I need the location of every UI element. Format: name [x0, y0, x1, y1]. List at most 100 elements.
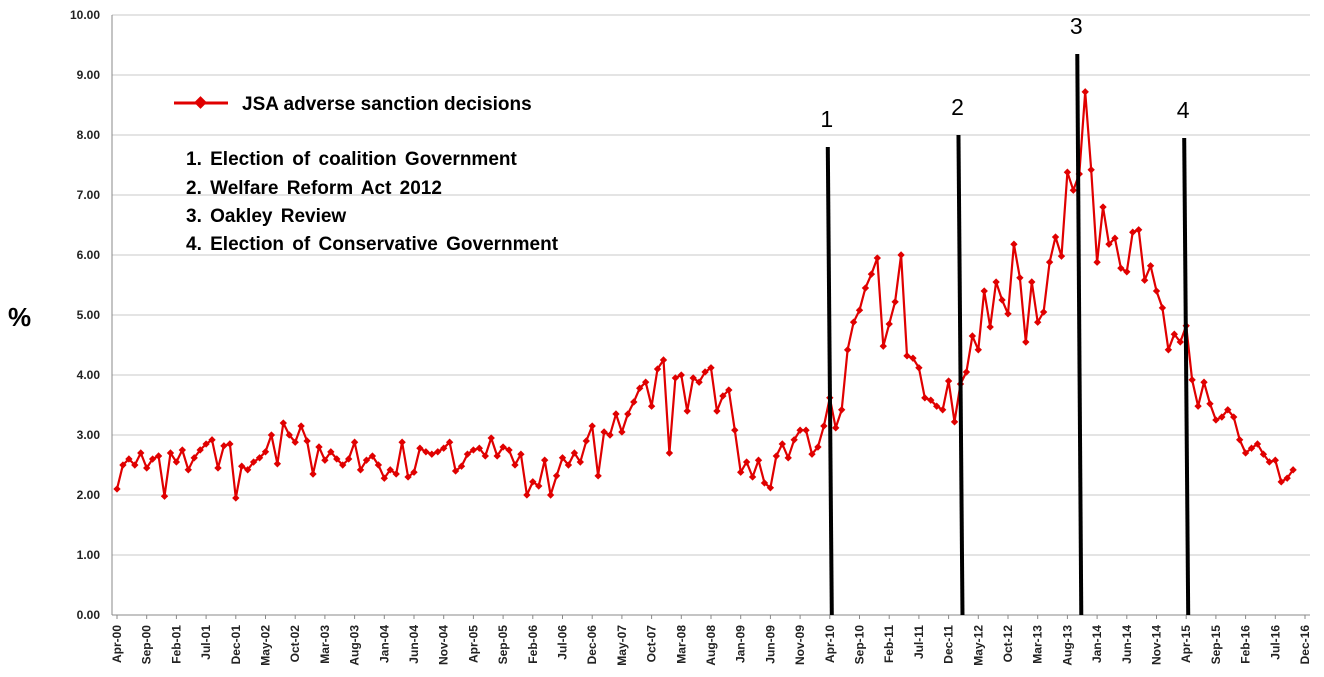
- data-point: [1140, 276, 1149, 284]
- x-tick-label: Apr-10: [823, 625, 837, 663]
- data-point: [915, 364, 923, 372]
- data-point: [1235, 436, 1244, 444]
- data-point: [303, 437, 311, 445]
- data-point: [618, 428, 626, 436]
- data-point: [986, 323, 994, 331]
- x-tick-label: Jan-09: [734, 625, 748, 663]
- data-point: [463, 450, 472, 458]
- data-point: [802, 426, 810, 434]
- data-point: [784, 454, 792, 462]
- data-point: [636, 384, 644, 392]
- data-point: [261, 448, 270, 456]
- data-point: [766, 484, 775, 492]
- data-point: [380, 474, 388, 482]
- data-point: [327, 448, 335, 456]
- data-point: [1057, 252, 1066, 260]
- vertical-event-markers: 1 2 3 4: [820, 13, 1191, 616]
- data-point: [529, 478, 537, 486]
- data-point: [748, 473, 757, 481]
- x-tick-label: Apr-15: [1179, 625, 1193, 663]
- data-point: [428, 450, 436, 458]
- data-point: [612, 410, 620, 418]
- data-point: [309, 470, 317, 478]
- data-point: [1200, 378, 1208, 386]
- legend-label: JSA adverse sanction decisions: [242, 94, 532, 115]
- data-point: [1028, 278, 1036, 286]
- y-axis-label: %: [8, 302, 31, 332]
- data-point: [541, 456, 549, 464]
- data-point: [1164, 346, 1173, 354]
- data-point: [143, 464, 151, 472]
- data-point: [374, 461, 383, 469]
- data-point: [647, 402, 656, 410]
- data-point: [1051, 233, 1060, 241]
- data-point: [903, 352, 911, 360]
- data-point: [564, 461, 573, 469]
- data-point: [820, 422, 828, 430]
- data-point: [814, 443, 822, 451]
- x-tick-label: Dec-01: [229, 625, 243, 665]
- data-point: [1188, 376, 1196, 384]
- data-point: [546, 491, 555, 499]
- data-point: [487, 434, 495, 442]
- x-tick-label: Feb-16: [1239, 625, 1253, 664]
- x-tick-label: Dec-11: [942, 625, 956, 664]
- x-tick-label: Jun-09: [763, 625, 777, 664]
- data-point: [992, 278, 1000, 286]
- data-point: [398, 438, 406, 446]
- data-point: [843, 346, 852, 354]
- data-point: [113, 485, 121, 493]
- data-point: [689, 374, 697, 382]
- data-point: [695, 378, 703, 386]
- data-point: [1212, 416, 1220, 424]
- data-point: [998, 296, 1006, 304]
- x-tick-label: Sep-05: [496, 625, 510, 665]
- annotation-3: 3. Oakley Review: [186, 206, 346, 227]
- data-point: [950, 418, 959, 426]
- x-axis-tick-labels: Apr-00 Sep-00 Feb-01 Jul-01 Dec-01 May-02 Oct-…: [110, 615, 1312, 666]
- data-point: [624, 410, 632, 418]
- event-marker-line: [825, 146, 834, 616]
- data-point: [1158, 304, 1167, 312]
- data-point: [333, 455, 341, 463]
- data-point: [1271, 456, 1279, 464]
- y-tick-label: 8.00: [77, 128, 101, 142]
- data-point: [570, 449, 579, 457]
- x-tick-label: Oct-12: [1001, 625, 1015, 663]
- data-point: [535, 482, 543, 490]
- data-point: [665, 449, 674, 457]
- data-point: [517, 450, 525, 458]
- x-tick-label: Aug-08: [704, 625, 718, 666]
- data-point: [422, 448, 430, 456]
- data-point: [160, 492, 169, 500]
- data-point: [737, 468, 745, 476]
- event-marker-label: 1: [820, 106, 833, 132]
- data-point: [588, 422, 596, 430]
- data-point: [1063, 168, 1072, 176]
- data-point: [1016, 274, 1024, 282]
- data-point: [457, 462, 466, 470]
- x-tick-label: Dec-16: [1298, 625, 1312, 665]
- x-tick-label: May-02: [259, 625, 273, 666]
- data-point: [356, 466, 365, 474]
- x-tick-label: Sep-10: [853, 625, 867, 665]
- x-tick-label: Nov-09: [793, 625, 807, 665]
- x-tick-label: Nov-04: [437, 625, 451, 665]
- x-tick-label: Feb-06: [526, 625, 540, 664]
- data-point: [249, 458, 258, 466]
- data-point: [885, 320, 893, 328]
- data-point: [273, 460, 282, 468]
- data-point: [1045, 258, 1054, 266]
- data-point: [873, 254, 881, 262]
- data-point: [1039, 308, 1048, 316]
- data-point: [707, 364, 715, 372]
- data-point: [1259, 450, 1268, 458]
- data-point: [1081, 88, 1089, 96]
- data-point: [1206, 400, 1214, 408]
- x-tick-label: Jul-06: [556, 625, 570, 660]
- annotation-4: 4. Election of Conservative Government: [186, 234, 559, 255]
- data-point: [220, 442, 228, 450]
- data-point: [1069, 186, 1078, 194]
- data-point: [172, 458, 181, 466]
- data-point: [808, 450, 816, 458]
